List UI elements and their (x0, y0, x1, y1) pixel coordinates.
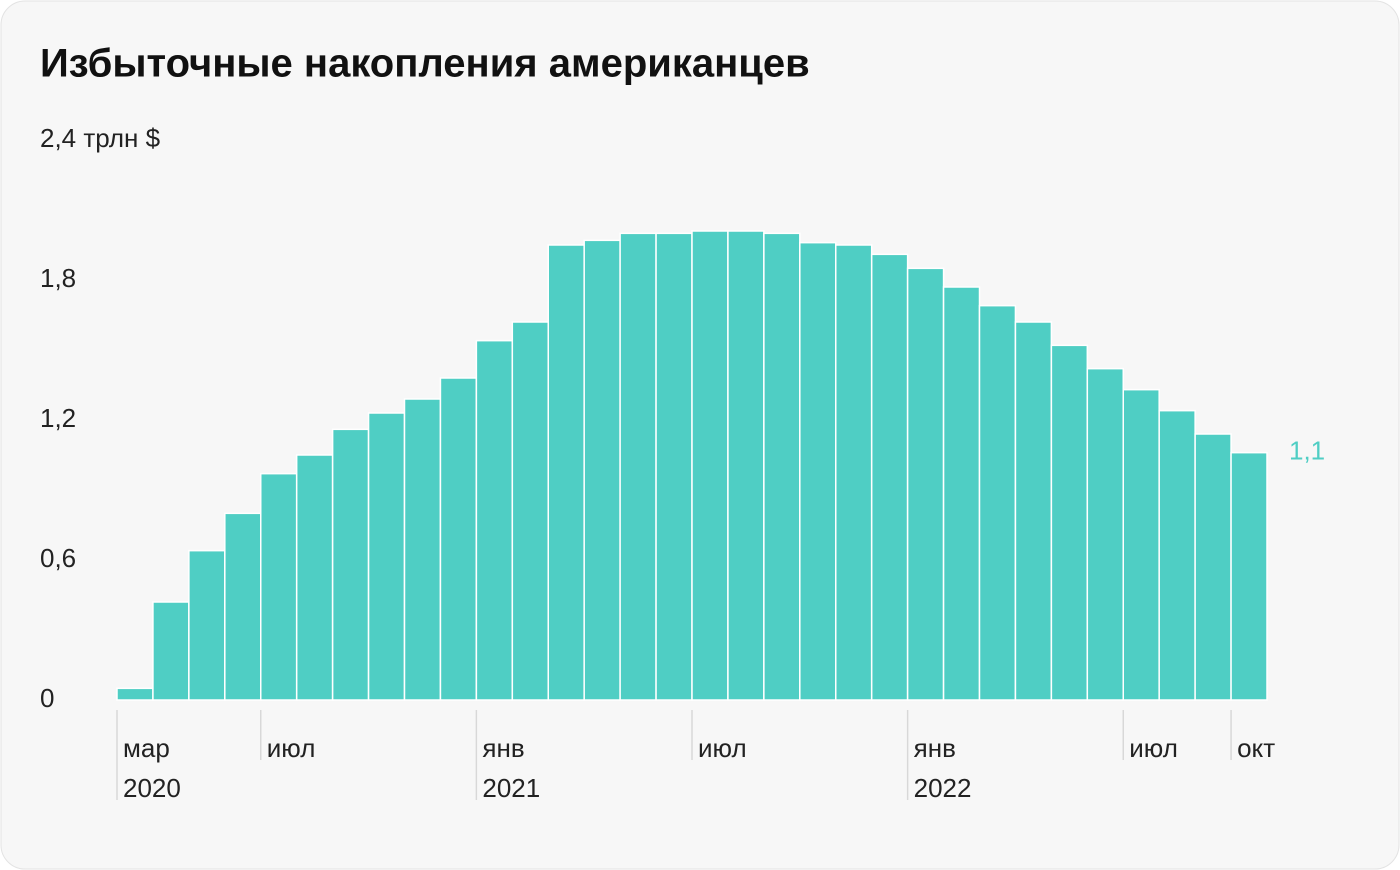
bar (547, 244, 585, 701)
bar (1014, 321, 1053, 701)
bar (906, 267, 945, 701)
bar (439, 377, 478, 701)
bar (691, 230, 729, 701)
bar (1086, 367, 1124, 701)
y-tick-label: 0 (40, 683, 54, 713)
x-tick-label: мар (123, 733, 170, 763)
x-tick-label: июл (1129, 733, 1178, 763)
x-tick-label: окт (1237, 733, 1275, 763)
bar (1158, 409, 1196, 701)
bar (978, 304, 1017, 701)
bar (403, 398, 442, 701)
y-tick-label: 0,6 (40, 543, 76, 573)
bar (511, 321, 549, 701)
bar (835, 244, 873, 701)
x-year-label: 2020 (123, 773, 181, 803)
bar (1194, 433, 1232, 701)
bar (116, 687, 154, 701)
x-tick-label: янв (914, 733, 956, 763)
bar (727, 230, 765, 701)
bar (188, 549, 226, 701)
bar (619, 232, 657, 701)
bar (224, 512, 262, 701)
bar (870, 253, 909, 701)
x-tick-label: янв (482, 733, 524, 763)
x-year-label: 2021 (482, 773, 540, 803)
bar (655, 232, 693, 701)
x-year-label: 2022 (914, 773, 972, 803)
value-label: 1,1 (1289, 436, 1325, 466)
y-tick-label: 1,2 (40, 403, 76, 433)
bar (942, 286, 981, 701)
x-tick-label: июл (267, 733, 316, 763)
bar (763, 232, 801, 701)
bar (1050, 344, 1089, 701)
bar (331, 428, 370, 701)
chart-title: Избыточные накопления американцев (40, 42, 810, 86)
y-tick-label: 2,4 трлн $ (40, 123, 161, 153)
bar (799, 241, 837, 701)
bar (367, 412, 406, 701)
bar (260, 472, 298, 701)
y-tick-label: 1,8 (40, 263, 76, 293)
bar (1230, 451, 1268, 701)
bar (583, 239, 621, 701)
bar (475, 339, 514, 701)
bar (295, 454, 334, 701)
x-tick-label: июл (698, 733, 747, 763)
bar (1122, 388, 1160, 701)
bar (152, 601, 190, 701)
